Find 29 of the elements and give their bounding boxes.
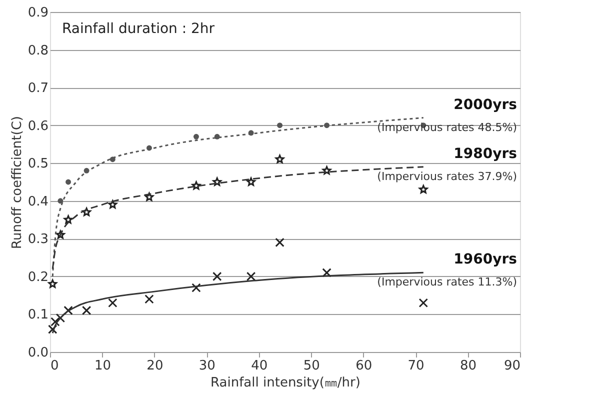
text: 1960yrs xyxy=(454,252,517,268)
x-tick-label: 0 xyxy=(50,358,59,374)
x-tick-label: 80 xyxy=(460,358,477,374)
y-tick-label: 0.6 xyxy=(28,118,48,134)
y-tick-label: 0.2 xyxy=(28,270,48,285)
x-tick-label: 10 xyxy=(94,358,111,374)
x-tick-label: 50 xyxy=(303,358,320,374)
y-tick-label: 0.4 xyxy=(28,194,48,210)
annotation: Rainfall duration : 2hr xyxy=(62,21,215,37)
x-tick-label: 70 xyxy=(408,358,424,374)
y-tick-label: 0.1 xyxy=(28,308,48,323)
y-tick-label: 0.9 xyxy=(28,6,48,20)
y-tick-label: 0.7 xyxy=(28,81,48,96)
y-axis-title: Runoff coefficient(C) xyxy=(10,116,25,249)
x-tick-label: 40 xyxy=(251,358,268,374)
y-tick-label: 0.8 xyxy=(28,43,48,58)
x-tick-label: 30 xyxy=(198,358,216,374)
text: 1980yrs xyxy=(454,146,517,162)
annotation: (Impervious rates 48.5%) xyxy=(377,120,517,134)
annotation: (Impervious rates 37.9%) xyxy=(377,170,517,183)
y-tick-label: 0.5 xyxy=(28,156,48,172)
x-tick-label: 60 xyxy=(356,358,372,374)
x-tick-label: 90 xyxy=(504,358,520,374)
text: 2000yrs xyxy=(454,96,517,113)
x-tick-label: 20 xyxy=(146,358,164,374)
x-axis-title: Rainfall intensity(㎜/hr) xyxy=(210,376,360,390)
annotation: (Impervious rates 11.3%) xyxy=(377,276,517,289)
y-tick-label: 0.3 xyxy=(28,232,48,248)
y-tick-label: 0.0 xyxy=(28,346,48,360)
